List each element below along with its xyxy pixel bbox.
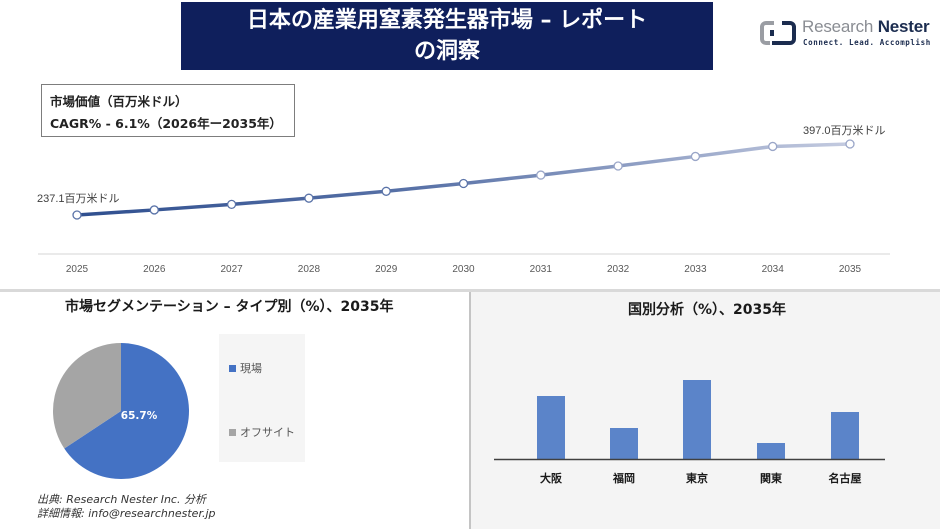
x-label-2033: 2033: [684, 264, 707, 275]
cagr-label: CAGR% - 6.1%（2026年ー2035年）: [50, 116, 282, 131]
bar-label-大阪: 大阪: [540, 471, 563, 485]
legend-label-onsite: 現場: [240, 362, 262, 375]
legend-item-offsite: オフサイト: [229, 424, 295, 440]
bar-名古屋: [831, 412, 859, 459]
market-value-line-chart: 2025 2026 2027 2028 2029 2030 2031 2032 2033 2034…: [37, 124, 890, 275]
data-points: [72, 139, 855, 220]
data-point-2031: [536, 170, 546, 180]
country-chart-title: 国別分析（%）、2035年: [628, 302, 786, 318]
bars: [537, 380, 859, 459]
pie-slice-onsite: [64, 343, 190, 479]
logo-tagline: Connect. Lead. Accomplish: [803, 38, 931, 47]
bar-label-関東: 関東: [760, 471, 783, 485]
legend-label-offsite: オフサイト: [240, 426, 295, 439]
bar-大阪: [537, 396, 565, 459]
data-point-2035: [845, 139, 855, 149]
contact-line: 詳細情報: info@researchnester.jp: [37, 507, 216, 520]
x-label-2031: 2031: [530, 264, 553, 275]
data-point-2025: [72, 210, 82, 220]
end-value-annotation: 397.0百万米ドル: [803, 124, 886, 137]
segment-chart-title: 市場セグメンテーション – タイプ別（%）、2035年: [65, 299, 394, 315]
logo-name-research: Research: [802, 17, 874, 36]
data-point-2026: [149, 205, 159, 215]
source-note: 出典: Research Nester Inc. 分析 詳細情報: info@r…: [37, 493, 216, 521]
data-point-2029: [381, 186, 391, 196]
panel-divider: [469, 292, 471, 529]
data-point-2030: [458, 178, 469, 189]
report-title: 日本の産業用窒素発生器市場 – レポート の洞察: [181, 2, 713, 70]
logo-mark-icon: [760, 21, 796, 45]
pie-percent-label: 65.7%: [121, 410, 158, 422]
start-value-annotation: 237.1百万米ドル: [37, 192, 120, 205]
type-segmentation-pie-chart: 65.7%: [53, 343, 190, 479]
logo-name-nester: Nester: [877, 17, 930, 36]
legend-swatch-onsite: [229, 364, 236, 372]
bar-関東: [757, 443, 785, 459]
x-label-2029: 2029: [375, 264, 398, 275]
bar-category-labels: 大阪 福岡 東京 関東 名古屋: [540, 471, 862, 485]
legend-item-onsite: 現場: [229, 360, 262, 376]
bar-label-東京: 東京: [686, 471, 708, 485]
report-title-line1: 日本の産業用窒素発生器市場 – レポート: [246, 8, 648, 33]
bar-福岡: [610, 428, 638, 459]
x-label-2025: 2025: [66, 264, 89, 275]
section-divider: [0, 289, 940, 292]
legend-swatch-offsite: [229, 428, 236, 436]
data-point-2027: [226, 199, 237, 210]
x-label-2032: 2032: [607, 264, 630, 275]
logo-name: Research Nester: [802, 17, 930, 37]
market-value-label: 市場価値（百万米ドル）: [50, 94, 188, 109]
x-label-2030: 2030: [452, 264, 475, 275]
data-point-2028: [304, 193, 314, 203]
bar-label-名古屋: 名古屋: [829, 471, 862, 485]
x-label-2034: 2034: [762, 264, 785, 275]
x-label-2035: 2035: [839, 264, 862, 275]
data-point-2033: [690, 151, 701, 162]
x-label-2026: 2026: [143, 264, 166, 275]
source-line: 出典: Research Nester Inc. 分析: [37, 493, 206, 506]
bar-label-福岡: 福岡: [612, 471, 635, 485]
report-title-line2: の洞察: [413, 39, 480, 64]
data-point-2032: [613, 161, 623, 171]
x-label-2028: 2028: [298, 264, 321, 275]
research-nester-logo: Research Nester Connect. Lead. Accomplis…: [760, 16, 940, 52]
pie-slice-offsite: [53, 343, 122, 449]
bar-東京: [683, 380, 711, 459]
x-label-2027: 2027: [220, 264, 243, 275]
pie-legend: 現場 オフサイト: [219, 334, 305, 462]
market-info-box: 市場価値（百万米ドル） CAGR% - 6.1%（2026年ー2035年）: [41, 84, 295, 137]
x-axis-labels: 2025 2026 2027 2028 2029 2030 2031 2032 2033 2034…: [66, 264, 862, 275]
data-point-2034: [768, 141, 778, 152]
country-bar-chart: 大阪 福岡 東京 関東 名古屋: [494, 380, 885, 485]
